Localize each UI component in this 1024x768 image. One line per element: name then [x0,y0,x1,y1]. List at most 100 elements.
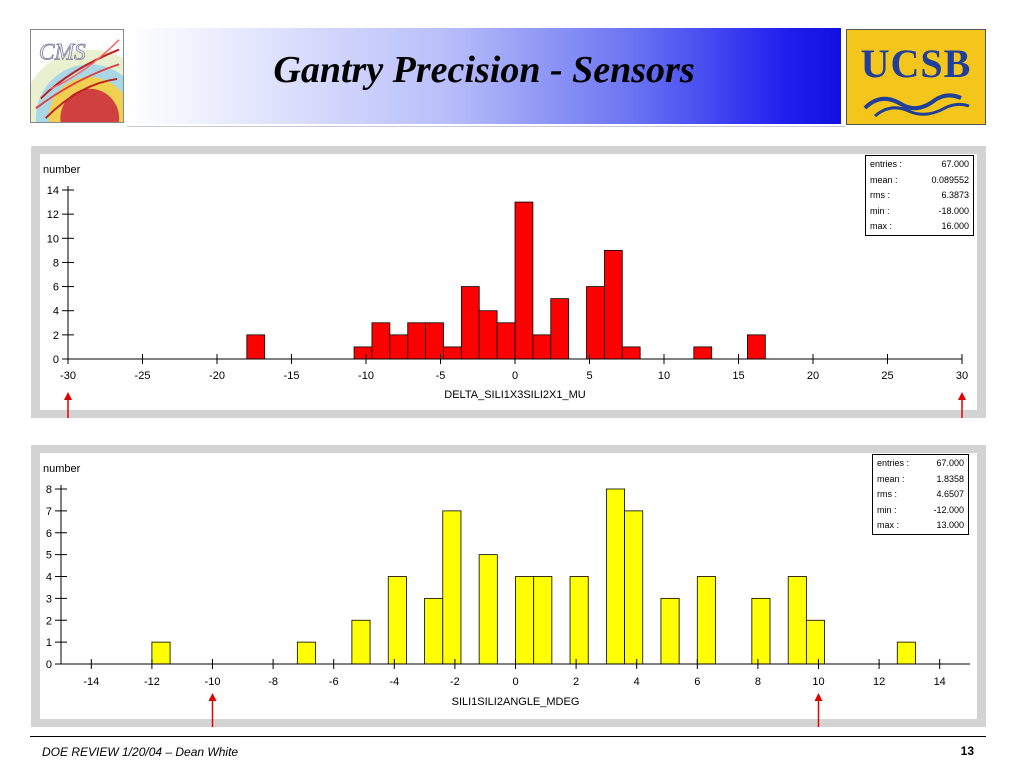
stats-value: 13.000 [936,520,964,530]
stats-label: min : [877,504,897,515]
histogram-bar [425,322,444,360]
stats-label: max : [877,520,900,530]
x-tick-label: -4 [389,676,399,688]
x-tick-label: 20 [807,370,819,382]
x-tick-label: -5 [436,370,446,382]
histogram-bar [514,201,534,360]
stats-value: -12.000 [933,504,964,515]
histogram-bar [351,619,371,665]
histogram-bar [478,554,498,665]
stats-label: rms : [870,190,890,200]
stats-value: -18.000 [938,205,969,216]
y-tick-label: 2 [53,330,59,342]
y-tick-label: 1 [46,637,52,649]
histogram-bar [606,488,625,665]
plot-area-1 [40,154,977,410]
y-tick-label: 4 [53,306,59,318]
footer-text: DOE REVIEW 1/20/04 – Dean White [42,745,239,759]
x-axis-label: SILI1SILI2ANGLE_MDEG [452,696,580,708]
stats-row: min : -12.000 [877,503,964,519]
stats-value: 6.3873 [941,190,969,200]
histogram-panel-2: number 0 1 2 3 4 5 6 7 8 -14 -12 -10 -8 -6 -4 -2 0 2 4 6 8 10 1… [31,445,986,727]
y-axis-label: number [43,463,81,475]
stats-row: rms : 4.6507 [877,487,964,503]
histogram-bar [515,576,535,665]
ucsb-logo: UCSB [846,29,986,125]
x-tick-label: 12 [873,676,885,688]
stats-row: max : 13.000 [877,518,964,534]
x-tick-label: 25 [881,370,893,382]
x-tick-label: -30 [60,370,76,382]
stats-label: mean : [877,473,905,484]
y-axis-label: number [43,164,81,176]
histogram-bar [478,310,498,360]
histogram-bar [442,510,462,665]
y-tick-label: 7 [46,506,52,518]
y-tick-label: 6 [46,528,52,540]
x-tick-label: 6 [694,676,700,688]
stats-value: 16.000 [941,221,969,231]
histogram-bar [496,322,516,360]
marker-arrow-head [814,693,823,701]
histogram-bar [407,322,427,360]
histogram-bar [246,334,266,360]
histogram-bar [747,334,766,360]
stats-row: max : 16.000 [870,219,969,235]
x-tick-label: -12 [144,676,160,688]
cms-logo-text: CMS [39,39,86,65]
x-tick-label: -10 [358,370,374,382]
histogram-bar [787,576,807,665]
y-tick-label: 2 [46,615,52,627]
x-tick-label: -14 [83,676,99,688]
page-title: Gantry Precision - Sensors [273,49,695,91]
y-tick-label: 0 [53,354,59,366]
marker-arrow-head [64,392,72,400]
histogram-bar [751,597,771,665]
histogram-bar [533,576,553,665]
histogram-bar [660,597,680,665]
histogram-bar [424,597,444,665]
marker-arrow-head [208,693,217,701]
x-tick-label: 5 [586,370,592,382]
histogram-bar [460,286,480,360]
y-tick-label: 5 [46,550,52,562]
y-tick-label: 14 [47,185,59,197]
histogram-bar [586,286,605,360]
y-tick-label: 8 [46,484,52,496]
stats-box-2: entries : 67.000 mean : 1.8358 rms : 4.6507… [872,454,969,535]
stats-row: entries : 67.000 [870,157,969,173]
x-tick-label: 0 [512,676,518,688]
histogram-bar [443,346,462,360]
y-tick-label: 0 [46,659,52,671]
x-axis-label: DELTA_SILI1X3SILI2X1_MU [444,389,585,401]
stats-row: rms : 6.3873 [870,188,969,204]
histogram-1-svg: number 0 2 4 6 8 10 12 14 -30 -25 -20 -15 -10 -5 0 5 10 15… [43,164,968,418]
marker-arrow-head [958,392,966,400]
stats-label: entries : [870,159,903,169]
stats-row: mean : 0.089552 [870,173,969,189]
footer-divider [30,736,986,737]
ucsb-waves-icon [863,93,970,118]
plot-area-2 [40,453,977,719]
x-tick-label: 10 [812,676,824,688]
stats-value: 4.6507 [936,489,964,499]
x-tick-label: 8 [755,676,761,688]
stats-row: min : -18.000 [870,204,969,220]
x-tick-label: 30 [956,370,968,382]
y-tick-label: 12 [47,209,59,221]
stats-value: 0.089552 [931,174,969,185]
histogram-bar [353,346,373,360]
histogram-bar [296,641,316,665]
histogram-bar [569,576,589,665]
x-tick-label: 15 [732,370,744,382]
histogram-bar [389,334,409,360]
histogram-bar [624,510,644,665]
title-underline [127,126,845,127]
stats-row: entries : 67.000 [877,456,964,472]
x-tick-label: 10 [658,370,670,382]
cms-logo-graphic: CMS [31,39,123,122]
histogram-bar [896,641,916,665]
stats-label: rms : [877,489,897,499]
histogram-bar [621,346,641,360]
